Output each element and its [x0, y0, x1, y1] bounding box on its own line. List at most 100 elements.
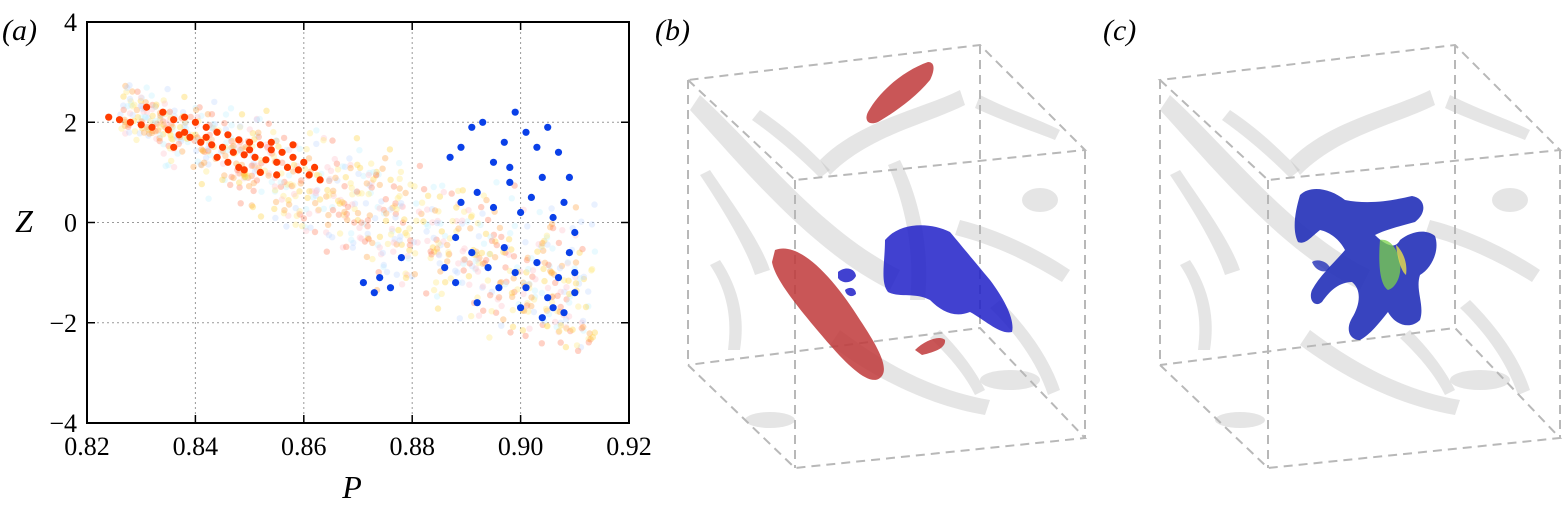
cloud-point	[318, 170, 325, 177]
series-1-point	[565, 173, 574, 181]
cloud-point	[374, 241, 382, 248]
cloud-point	[408, 273, 416, 280]
series-1-point	[506, 163, 514, 171]
cloud-point	[192, 104, 199, 112]
cloud-point	[398, 281, 406, 288]
series-0-point	[251, 153, 259, 161]
panel-a: (a) 0.82 0.84 0.86 0.88 0.90 0.92 −4 −2 0 2 4 P Z	[2, 8, 652, 505]
cloud-point	[204, 111, 212, 118]
cloud-point	[154, 120, 161, 128]
cloud-point	[474, 220, 482, 227]
series-0-point	[235, 163, 243, 171]
cloud-point	[208, 136, 215, 143]
cloud-point	[181, 119, 189, 126]
cloud-point	[472, 265, 480, 272]
cloud-point	[342, 174, 349, 181]
cloud-point	[241, 173, 249, 181]
series-1-point	[517, 208, 525, 217]
cloud-point	[237, 123, 244, 130]
cloud-point	[196, 104, 203, 111]
cloud-point	[120, 102, 127, 109]
cloud-point	[365, 235, 372, 243]
cloud-point	[347, 180, 354, 187]
cloud-point	[126, 82, 133, 89]
panel-b-blue-structure	[838, 225, 1013, 333]
cloud-point	[118, 125, 125, 132]
grid-lines	[87, 22, 629, 423]
cloud-point	[124, 84, 131, 92]
cloud-point	[580, 327, 587, 334]
cloud-point	[306, 188, 313, 195]
cloud-point	[572, 259, 580, 266]
cloud-point	[162, 162, 169, 170]
cloud-point	[122, 130, 129, 137]
cloud-point	[514, 286, 521, 293]
cloud-point	[474, 268, 482, 275]
background-point-cloud	[117, 82, 599, 354]
cloud-point	[314, 207, 322, 214]
cloud-point	[433, 236, 440, 243]
cloud-point	[392, 214, 399, 221]
y-tick-label: −4	[49, 409, 77, 438]
cloud-point	[120, 93, 127, 100]
series-1-point	[571, 289, 579, 297]
cloud-point	[301, 165, 309, 172]
cloud-point	[445, 250, 453, 258]
cloud-point	[239, 145, 246, 152]
cloud-point	[248, 172, 255, 179]
cloud-point	[585, 335, 592, 342]
cloud-point	[429, 244, 437, 251]
cloud-point	[458, 220, 466, 227]
cloud-point	[427, 254, 434, 262]
cloud-point	[362, 200, 370, 207]
series-0-point	[202, 133, 210, 141]
cloud-point	[377, 251, 385, 258]
cloud-point	[280, 210, 288, 217]
cloud-point	[349, 244, 356, 251]
series-0-point	[164, 126, 172, 134]
cloud-point	[591, 201, 598, 208]
series-1-point	[565, 249, 574, 257]
series-0-point	[305, 171, 313, 179]
cloud-point	[565, 313, 573, 320]
series-1-point	[386, 284, 395, 292]
panel-b-label: (b)	[655, 14, 690, 47]
series-0-point	[235, 136, 243, 144]
series-0-point	[148, 123, 156, 131]
cloud-point	[407, 181, 414, 188]
series-1-point	[560, 198, 568, 206]
cloud-point	[363, 253, 371, 261]
series-1-point	[554, 274, 563, 282]
cloud-point	[168, 157, 175, 165]
series-0-point	[115, 116, 124, 124]
cloud-point	[353, 188, 360, 196]
cloud-point	[300, 215, 308, 222]
series-1-point	[511, 108, 519, 116]
cloud-point	[323, 229, 330, 236]
cloud-point	[474, 294, 481, 301]
cloud-point	[131, 101, 138, 109]
cloud-point	[541, 277, 548, 285]
cloud-point	[356, 147, 363, 154]
cloud-point	[356, 164, 364, 172]
series-0-point	[262, 156, 270, 164]
cloud-point	[509, 306, 516, 314]
cloud-point	[364, 230, 371, 238]
cloud-point	[397, 202, 404, 210]
cloud-point	[354, 161, 361, 168]
series-0-point	[273, 158, 281, 166]
series-0-point	[197, 138, 205, 146]
panel-c-cube	[1157, 43, 1563, 470]
cloud-point	[152, 117, 159, 125]
cloud-point	[146, 130, 153, 137]
cloud-point	[298, 222, 306, 230]
cloud-point	[346, 155, 353, 162]
cloud-point	[366, 169, 373, 177]
cloud-point	[285, 172, 293, 179]
series-1-point	[538, 173, 546, 181]
cloud-point	[340, 211, 347, 218]
cloud-point	[331, 155, 338, 163]
cloud-point	[121, 116, 128, 124]
cloud-point	[411, 183, 418, 190]
cloud-point	[488, 237, 496, 244]
